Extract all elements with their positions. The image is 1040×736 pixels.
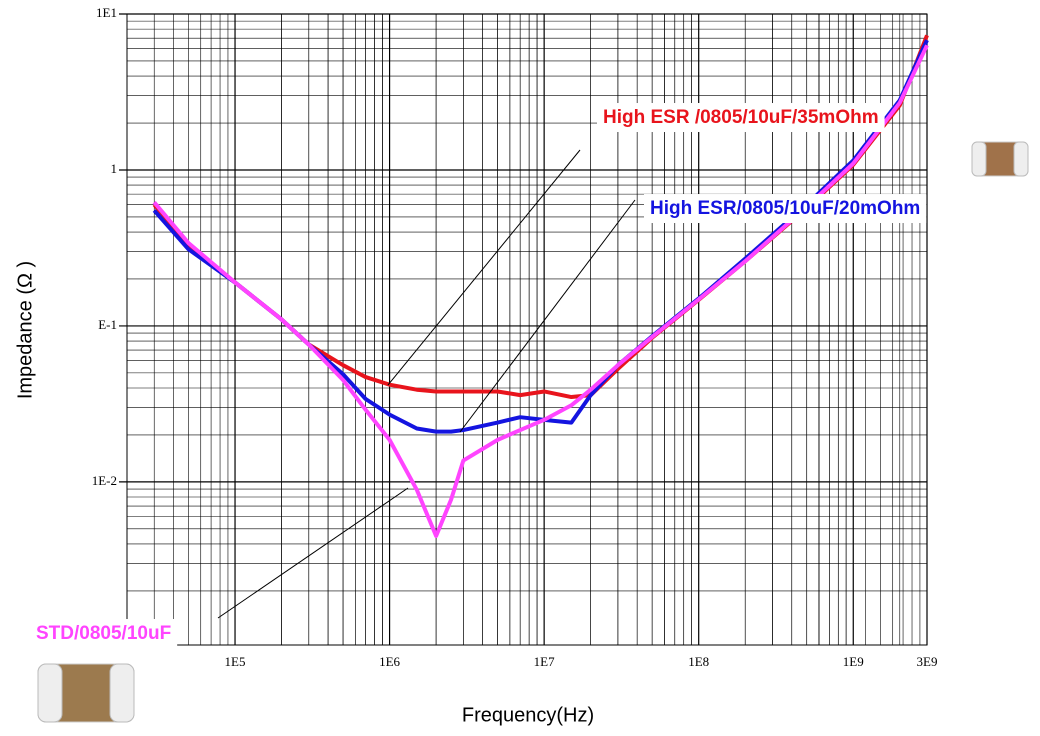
x-tick-label: 1E8	[688, 654, 709, 669]
capacitor-icon	[37, 663, 135, 723]
series-line	[152, 44, 929, 538]
series-label: STD/0805/10uF	[36, 623, 171, 644]
y-tick-label: 1E1	[96, 5, 117, 20]
label-background	[644, 194, 927, 224]
y-axis-label: Impedance (Ω )	[14, 261, 36, 399]
y-tick-label: E-1	[98, 317, 117, 332]
leader-line	[387, 149, 581, 386]
capacitor-icon	[971, 141, 1029, 177]
x-tick-label: 1E6	[379, 654, 400, 669]
x-tick-label: 3E9	[917, 654, 938, 669]
label-background	[597, 103, 885, 133]
x-axis-label: Frequency(Hz)	[462, 704, 594, 726]
x-tick-label: 1E9	[843, 654, 864, 669]
series-label: High ESR/0805/10uF/20mOhm	[650, 198, 920, 219]
label-background	[30, 619, 178, 649]
leader-line	[459, 199, 636, 433]
series-label: High ESR /0805/10uF/35mOhm	[603, 107, 879, 128]
x-tick-label: 1E7	[534, 654, 555, 669]
y-tick-label: 1	[111, 161, 118, 176]
leader-line	[217, 487, 409, 619]
x-tick-label: 1E5	[225, 654, 246, 669]
y-tick-label: 1E-2	[92, 473, 117, 488]
